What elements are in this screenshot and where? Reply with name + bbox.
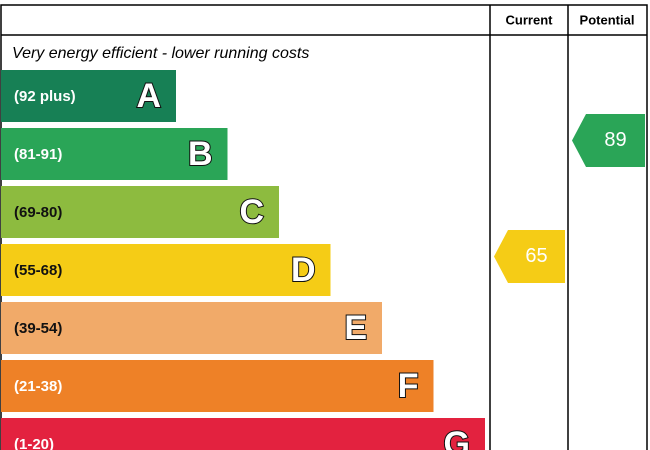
band-range: (81-91) — [14, 146, 62, 163]
band-range: (39-54) — [14, 320, 62, 337]
current-value: 65 — [525, 245, 547, 267]
band — [1, 70, 176, 122]
band — [1, 418, 485, 450]
band-range: (1-20) — [14, 436, 54, 450]
band-range: (55-68) — [14, 262, 62, 279]
band — [1, 186, 279, 238]
potential-value: 89 — [604, 129, 626, 151]
caption: Very energy efficient - lower running co… — [12, 45, 309, 62]
band-letter: D — [291, 251, 316, 289]
band-letter: E — [344, 309, 367, 347]
header-current: Current — [506, 12, 554, 27]
current-arrow — [494, 230, 565, 283]
band — [1, 360, 434, 412]
band-range: (92 plus) — [14, 88, 76, 105]
band-range: (21-38) — [14, 378, 62, 395]
band — [1, 128, 228, 180]
band-letter: G — [444, 425, 470, 450]
band-letter: F — [398, 367, 419, 405]
band — [1, 244, 331, 296]
band-letter: C — [239, 193, 264, 231]
band — [1, 302, 382, 354]
potential-arrow — [572, 114, 645, 167]
band-letter: A — [136, 77, 161, 115]
band-range: (69-80) — [14, 204, 62, 221]
header-potential: Potential — [580, 12, 635, 27]
band-letter: B — [188, 135, 213, 173]
